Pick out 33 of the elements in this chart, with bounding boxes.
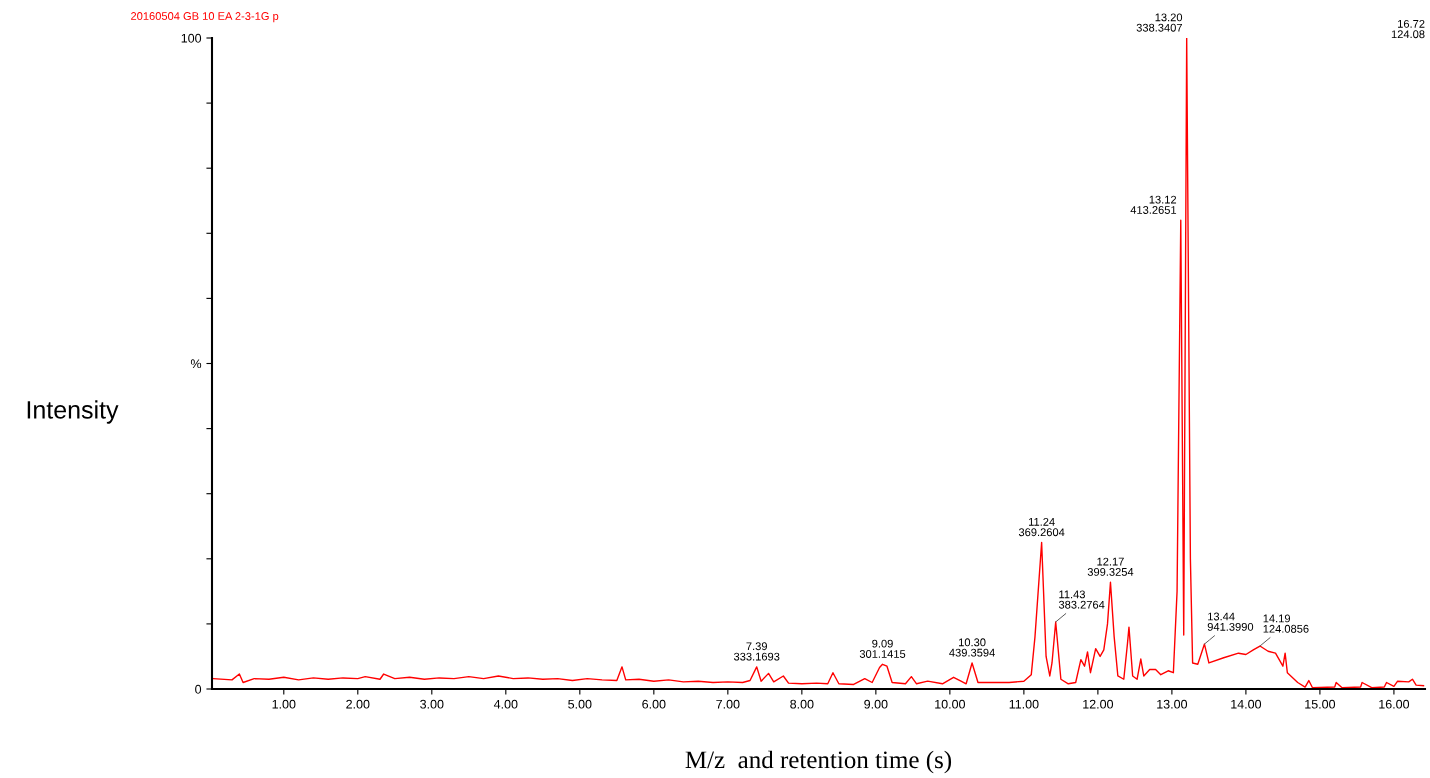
annotation: 16.72 124.08 (1391, 19, 1425, 39)
x-tick-label: 9.00 (864, 699, 888, 709)
annotation: 13.44 941.3990 (1207, 612, 1254, 631)
x-tick-label: 15.00 (1305, 699, 1336, 709)
x-tick-label: 6.00 (642, 699, 666, 709)
x-tick-label: 8.00 (790, 699, 814, 709)
x-tick-label: 11.00 (1009, 699, 1039, 709)
y-tick-label: 100 (181, 33, 202, 43)
annotation: 10.30 439.3594 (949, 638, 995, 657)
x-tick-label: 14.00 (1231, 699, 1262, 709)
annotation: 9.09 301.1415 (859, 639, 906, 658)
y-axis-title: Intensity (27, 400, 119, 424)
y-tick-label: % (190, 359, 202, 369)
x-tick-label: 7.00 (716, 699, 740, 709)
x-tick-label: 16.00 (1379, 699, 1410, 709)
annotation: 11.43 383.2764 (1058, 590, 1105, 609)
chart-title: 20160504 GB 10 EA 2-3-1G p (131, 12, 279, 23)
x-axis-title: M/z and retention time (s) (685, 750, 952, 774)
annotation: 13.20 338.3407 (1136, 13, 1183, 32)
annotation: 13.12 413.2651 (1130, 195, 1177, 214)
x-tick-label: 10.00 (935, 699, 966, 709)
x-tick-label: 13.00 (1157, 699, 1188, 709)
x-tick-label: 12.00 (1083, 699, 1114, 709)
annotation: 7.39 333.1693 (733, 642, 780, 661)
y-tick-label: 0 (195, 684, 202, 694)
x-tick-label: 2.00 (346, 699, 370, 709)
x-tick-label: 4.00 (493, 699, 518, 709)
x-tick-label: 1.00 (272, 699, 296, 709)
annotation: 12.17 399.3254 (1087, 557, 1134, 576)
x-tick-label: 3.00 (420, 699, 444, 709)
annotation: 14.19 124.0856 (1263, 614, 1309, 633)
x-tick-label: 5.00 (568, 699, 592, 709)
annotation: 11.24 369.2604 (1018, 517, 1065, 537)
